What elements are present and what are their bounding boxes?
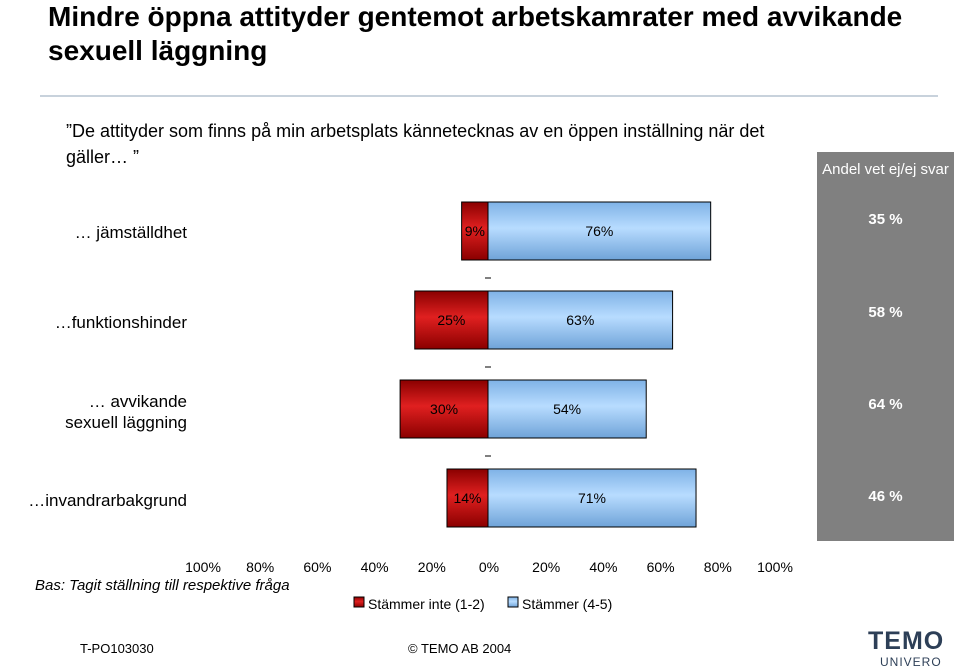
bar-disagree [461, 201, 489, 261]
x-tick-label: 40% [361, 559, 389, 575]
legend-label-disagree: Stämmer inte (1-2) [368, 596, 485, 612]
chart-legend: Stämmer inte (1-2) Stämmer (4-5) [353, 596, 612, 612]
bar-agree [487, 379, 647, 439]
x-tick-label: 100% [757, 559, 793, 575]
survey-question: ”De attityder som finns på min arbetspla… [66, 121, 765, 167]
dont-know-panel [817, 152, 954, 541]
x-tick-label: 60% [647, 559, 675, 575]
legend-swatch-disagree [353, 596, 365, 608]
bar-disagree [414, 290, 489, 350]
title-divider [40, 95, 938, 97]
legend-swatch-agree [507, 596, 519, 608]
x-tick-label: 80% [704, 559, 732, 575]
category-label: … avvikande sexuell läggning [65, 392, 187, 432]
bar-label-disagree: 25% [437, 312, 465, 328]
bar-label-agree: 54% [553, 401, 581, 417]
dont-know-value: 64 % [868, 396, 903, 413]
bar-disagree [446, 468, 489, 528]
bar-agree [487, 201, 712, 261]
x-tick-label: 20% [532, 559, 560, 575]
x-tick-label: 80% [246, 559, 274, 575]
bar-label-disagree: 9% [465, 223, 485, 239]
legend-label-agree: Stämmer (4-5) [522, 596, 612, 612]
x-tick-label: 20% [418, 559, 446, 575]
temo-logo-sub: UNIVERO [880, 655, 942, 669]
basis-note: Bas: Tagit ställning till respektive frå… [35, 577, 290, 594]
category-label: … jämställdhet [74, 223, 187, 242]
bar-label-disagree: 30% [430, 401, 458, 417]
bar-agree [487, 290, 674, 350]
bar-agree [487, 468, 697, 528]
dont-know-value: 58 % [868, 304, 903, 321]
temo-logo: TEMO [868, 627, 945, 655]
dont-know-header: Andel vet ej/ej svar [822, 161, 949, 178]
copyright: © TEMO AB 2004 [408, 641, 512, 656]
category-label: …funktionshinder [54, 313, 187, 332]
bar-label-agree: 63% [566, 312, 594, 328]
page-title: Mindre öppna attityder gentemot arbetska… [48, 1, 903, 66]
bar-label-agree: 71% [578, 490, 606, 506]
bar-disagree [399, 379, 489, 439]
x-tick-label: 0% [479, 559, 499, 575]
dont-know-value: 35 % [868, 211, 903, 228]
bar-label-disagree: 14% [453, 490, 481, 506]
bar-label-agree: 76% [585, 223, 613, 239]
x-tick-label: 40% [589, 559, 617, 575]
x-tick-label: 60% [303, 559, 331, 575]
document-code: T-PO103030 [80, 641, 154, 656]
x-tick-label: 100% [185, 559, 221, 575]
dont-know-value: 46 % [868, 488, 903, 505]
category-label: …invandrarbakgrund [28, 491, 187, 510]
